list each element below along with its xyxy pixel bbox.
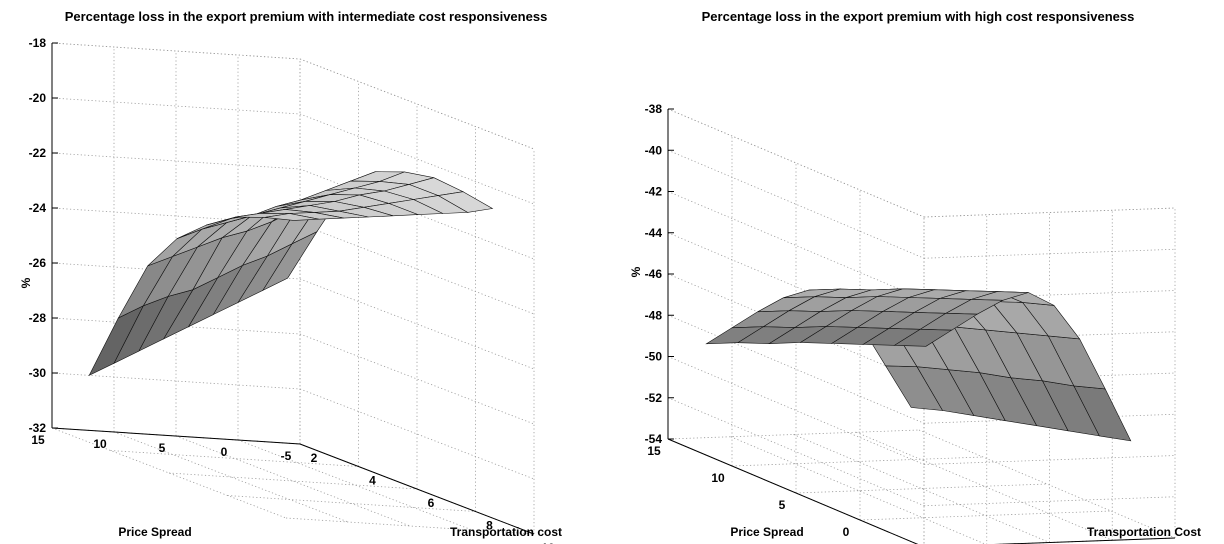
x-axis-label: Transportation cost [450,525,562,539]
grid-line [923,413,1176,424]
z-tick-label: -44 [645,226,663,240]
axes-box: -32 -30 -28 -26 -24 -22 -20 -18 -5 0 5 10 15 2 4 6 8 10% T… [19,36,562,544]
z-tick-label: -24 [29,201,47,215]
z-tick-label: -30 [29,366,47,380]
grid-line [730,436,987,544]
z-tick-label: -42 [645,185,663,199]
y-tick-label: 15 [31,433,45,447]
grid-line [51,427,287,519]
chart-panel-left: Percentage loss in the export premium wi… [19,9,562,544]
grid-line [667,191,925,300]
grid-line [731,456,984,467]
surface-patch [264,213,319,221]
grid-line [795,483,1048,494]
y-tick-label: 0 [843,525,850,539]
x-axis-label: Transportation Cost [1087,525,1201,539]
grid-line [667,314,925,424]
y-tick-label: 5 [159,441,166,455]
surface-patch [893,328,953,347]
grid-line [299,333,535,425]
grid-line [113,431,349,523]
z-tick-label: -54 [645,432,663,446]
grid-line [299,388,535,480]
grid-line [299,223,535,315]
y-axis-label: Price Spread [730,525,803,539]
y-tick-label: 10 [93,437,107,451]
y-tick-label: 10 [711,471,725,485]
z-tick-label: -22 [29,146,47,160]
grid-line [175,435,411,527]
z-axis-label: % [19,277,33,288]
grid-line [918,429,1176,539]
chart-panel-right: Percentage loss in the export premium wi… [612,0,1224,544]
z-tick-label: -48 [645,308,663,322]
z-axis-label: % [629,266,643,277]
z-tick-label: -46 [645,267,663,281]
x-axis-line [993,537,1176,544]
x-tick-label: 2 [311,451,318,465]
grid-line [923,372,1176,383]
grid-line [51,152,301,170]
grid-line [299,58,535,150]
y-axis-label: Price Spread [118,525,191,539]
z-tick-label: -20 [29,91,47,105]
grid-line [299,278,535,370]
chart-title: Percentage loss in the export premium wi… [64,9,548,24]
surface [88,171,494,377]
x-tick-label: 6 [428,496,435,510]
grid-line [110,450,359,467]
z-tick-label: -26 [29,256,47,270]
grid-line [237,439,473,531]
x-tick-label: 4 [369,474,376,488]
grid-line [299,113,535,205]
y-tick-label: 15 [647,444,661,458]
grid-line [667,108,925,218]
z-tick-label: -38 [645,102,663,116]
grid-line [923,496,1176,507]
x-tick-label: 8 [486,519,493,533]
grid-line [667,429,920,440]
grid-line [667,273,925,383]
y-tick-label: -5 [281,449,292,463]
grid-line [299,168,535,260]
grid-line [667,356,925,465]
z-tick-label: -32 [29,421,47,435]
grid-line [168,472,418,490]
grid-line [51,42,301,60]
chart-title: Percentage loss in the export premium wi… [701,9,1135,24]
grid-line [667,397,925,507]
surface [705,288,1132,442]
grid-line [923,455,1176,465]
grid-line [923,207,1176,218]
z-tick-label: -52 [645,391,663,405]
grid-line [51,42,301,60]
grid-line [856,431,1113,541]
surface-plot-intermediate: -32 -30 -28 -26 -24 -22 -20 -18 -5 0 5 10 15 2 4 6 8 10% T… [19,36,562,544]
x-tick-label: 10 [541,541,555,544]
grid-line [923,331,1176,342]
grid-line [667,149,925,259]
grid-line [923,290,1176,300]
z-tick-label: -18 [29,36,47,50]
z-tick-label: -28 [29,311,47,325]
z-tick-label: -40 [645,143,663,157]
y-axis-line [51,427,301,445]
y-tick-label: 0 [221,445,228,459]
grid-line [923,248,1176,259]
grid-line [859,510,1112,521]
surface-plot-high: -54-52-50-48-46-44-42-40-38-505101524681… [629,102,1201,544]
grid-line [793,434,1050,543]
z-tick-label: -50 [645,350,663,364]
x-axis-line [299,443,535,535]
y-tick-label: 5 [779,498,786,512]
axes-box: -54-52-50-48-46-44-42-40-38-505101524681… [629,102,1201,544]
y-axis-line [667,438,919,544]
